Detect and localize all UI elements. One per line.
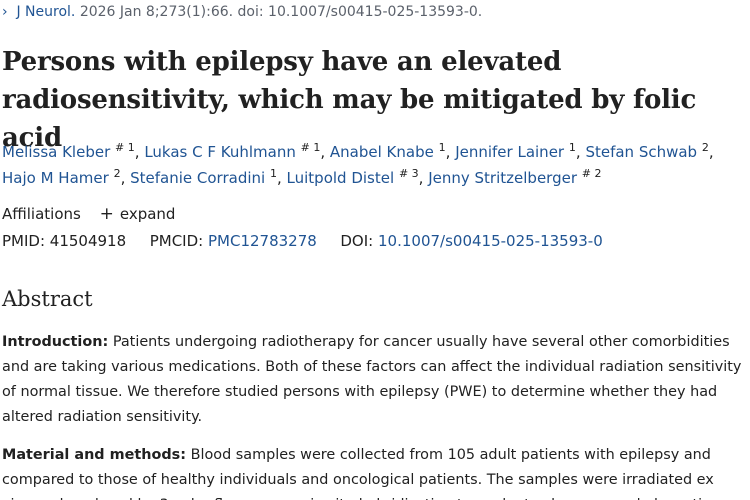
- author-affiliation-marker: # 1: [115, 141, 135, 154]
- article-title: Persons with epilepsy have an elevated r…: [2, 47, 697, 153]
- pmcid-link[interactable]: PMC12783278: [208, 232, 317, 250]
- author-link[interactable]: Stefanie Corradini: [130, 169, 266, 187]
- author-affiliation-marker: 1: [269, 167, 277, 180]
- abstract-heading: Abstract: [2, 287, 93, 311]
- author-link[interactable]: Lukas C F Kuhlmann: [144, 143, 296, 161]
- author-link[interactable]: Stefan Schwab: [585, 143, 698, 161]
- author-affiliation-marker: # 3: [398, 167, 419, 180]
- abstract-methods: Material and methods: Blood samples were…: [2, 443, 748, 500]
- author-separator: ,: [445, 143, 451, 161]
- expand-label: expand: [119, 205, 176, 223]
- author-separator: ,: [276, 169, 282, 187]
- author-separator: ,: [708, 143, 714, 161]
- author-link[interactable]: Hajo M Hamer: [2, 169, 109, 187]
- author-affiliation-marker: 1: [438, 141, 446, 154]
- abstract-introduction: Introduction: Patients undergoing radiot…: [2, 330, 748, 430]
- author-list: Melissa Kleber # 1, Lukas C F Kuhlmann #…: [2, 139, 747, 191]
- author-link[interactable]: Anabel Knabe: [329, 143, 434, 161]
- author-separator: ,: [418, 169, 424, 187]
- chevron-right-icon[interactable]: ›: [2, 4, 8, 20]
- author-separator: ,: [320, 143, 326, 161]
- pmid-value: 41504918: [49, 232, 127, 250]
- citation-details: 2026 Jan 8;273(1):66. doi: 10.1007/s0041…: [79, 4, 483, 20]
- pmcid-label: PMCID:: [149, 232, 204, 250]
- author-link[interactable]: Jenny Stritzelberger: [428, 169, 577, 187]
- affiliations-row: Affiliations + expand: [2, 204, 175, 224]
- section-label: Material and methods:: [2, 447, 187, 463]
- author-link[interactable]: Melissa Kleber: [2, 143, 111, 161]
- journal-link[interactable]: J Neurol.: [16, 4, 76, 20]
- author-affiliation-marker: # 2: [581, 167, 602, 180]
- author-separator: ,: [134, 143, 140, 161]
- affiliations-label: Affiliations: [2, 205, 81, 223]
- pmid-label: PMID:: [2, 232, 46, 250]
- author-affiliation-marker: 2: [701, 141, 709, 154]
- author-separator: ,: [575, 143, 581, 161]
- author-link[interactable]: Luitpold Distel: [286, 169, 395, 187]
- section-text: Patients undergoing radiotherapy for can…: [2, 334, 742, 425]
- citation-line: › J Neurol. 2026 Jan 8;273(1):66. doi: 1…: [2, 4, 482, 20]
- affiliations-expand-button[interactable]: + expand: [99, 204, 176, 224]
- doi-link[interactable]: 10.1007/s00415-025-13593-0: [378, 232, 603, 250]
- author-link[interactable]: Jennifer Lainer: [455, 143, 565, 161]
- doi-label: DOI:: [340, 232, 374, 250]
- identifiers-row: PMID: 41504918 PMCID: PMC12783278 DOI: 1…: [2, 232, 603, 250]
- author-affiliation-marker: 2: [113, 167, 121, 180]
- author-separator: ,: [120, 169, 126, 187]
- author-affiliation-marker: 1: [568, 141, 576, 154]
- section-text: Blood samples were collected from 105 ad…: [2, 447, 732, 500]
- section-label: Introduction:: [2, 334, 109, 350]
- author-affiliation-marker: # 1: [300, 141, 321, 154]
- plus-icon: +: [99, 204, 114, 224]
